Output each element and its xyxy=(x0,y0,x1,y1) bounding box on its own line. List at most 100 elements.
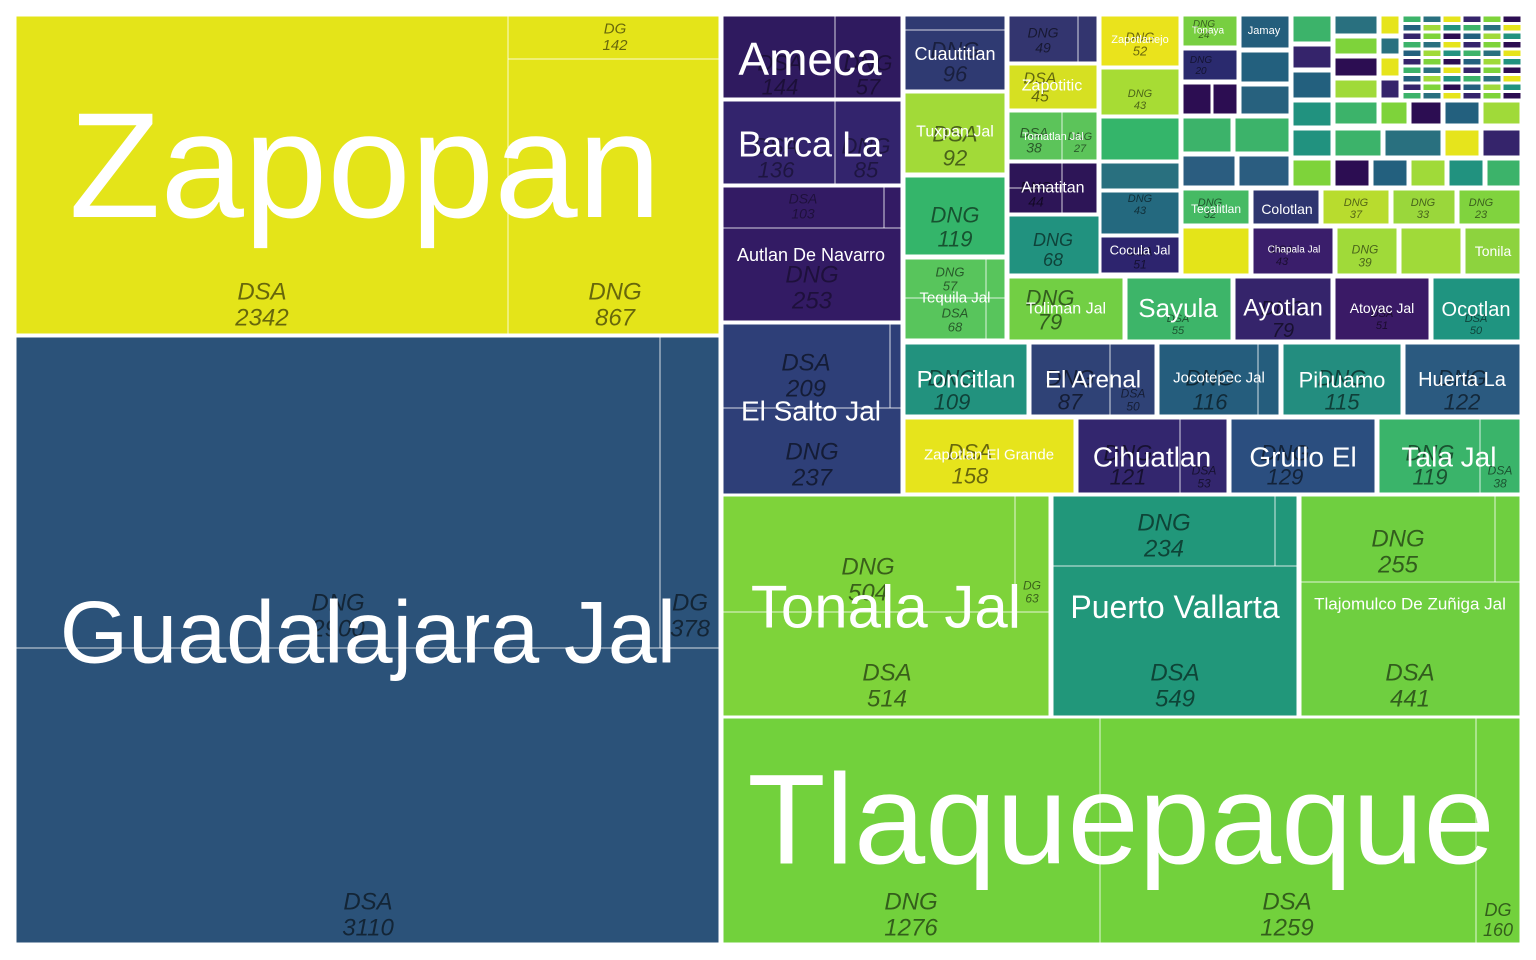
sub-label-name: DSA xyxy=(1121,386,1146,400)
tile-toliman-jal xyxy=(1006,275,1126,343)
tile-huerta-la xyxy=(1402,341,1523,418)
sub-label-name: DG xyxy=(1485,900,1512,920)
tile-mosaic xyxy=(1442,127,1482,159)
sub-label-name: DNG xyxy=(1027,24,1058,40)
tile-el-salto-jal xyxy=(720,321,904,497)
sub-label-value: 441 xyxy=(1390,686,1430,713)
tile-cihuatlan xyxy=(1075,416,1230,496)
sub-label-value: 1259 xyxy=(1260,915,1313,942)
group-label-zapopan: Zapopan xyxy=(69,81,661,249)
tile-mosaic xyxy=(1290,43,1334,71)
tile-cuautitlan xyxy=(902,13,1008,93)
sub-label-name: DNG xyxy=(1068,131,1093,143)
sub-label-layer: DSA2342DNG867DG142DSA3110DNG2900DG378DNG… xyxy=(234,19,1513,942)
sub-label-name: DNG xyxy=(1371,525,1424,552)
sub-label-name: DNG xyxy=(928,365,977,390)
tile-sayula xyxy=(1124,275,1234,343)
tile-tlaquepaque xyxy=(720,715,1523,946)
sub-label-value: 209 xyxy=(785,376,826,403)
tile-mosaic xyxy=(1290,99,1334,129)
sub-label-name: DNG xyxy=(1469,197,1494,209)
sub-label-name: DG xyxy=(1023,578,1041,592)
group-label-layer: Zapopan Guadalajara Jal Tlaquepaque Tonala … xyxy=(60,25,1512,892)
tile-unnamed xyxy=(902,174,1008,258)
tile-mosaic xyxy=(1290,157,1334,189)
sub-label-value: 119 xyxy=(1412,465,1447,490)
sub-label-name: DSA xyxy=(781,349,830,376)
tile-mosaic xyxy=(1378,13,1402,37)
tile-mosaic xyxy=(1332,35,1380,57)
sub-label-value: 39 xyxy=(1358,256,1372,270)
sub-label-name: DSA xyxy=(932,121,977,146)
tile-unnamed xyxy=(1098,115,1182,163)
sub-label-name: DSA xyxy=(942,305,969,320)
tile-unnamed xyxy=(1098,189,1182,237)
tile-mosaic xyxy=(1332,127,1384,159)
tile-mosaic xyxy=(1332,157,1372,189)
sub-label-value: 92 xyxy=(943,146,967,171)
sub-label-value: 103 xyxy=(791,206,815,222)
sub-label-name: DNG xyxy=(1190,55,1212,66)
tile-chapala-jal xyxy=(1250,225,1336,277)
tile-mosaic xyxy=(1290,13,1334,45)
tile-unnamed xyxy=(1320,187,1392,227)
sub-label-value: 53 xyxy=(1197,477,1211,491)
sub-label-name: DNG xyxy=(1033,230,1073,250)
sub-label-value: 142 xyxy=(602,37,628,54)
sub-label-name: DNG xyxy=(931,37,980,62)
tile-mosaic xyxy=(1332,99,1380,127)
group-label-amatitan: Amatitan xyxy=(1021,180,1084,197)
tile-mosaic xyxy=(1382,127,1444,159)
sub-label-name: DNG xyxy=(785,438,838,465)
sub-label-value: 79 xyxy=(1038,310,1062,335)
group-label-zapotitic: Zapotitic xyxy=(1022,78,1082,95)
tile-unnamed xyxy=(1232,115,1292,155)
sub-label-value: 158 xyxy=(952,464,989,489)
sub-label-value: 2900 xyxy=(310,616,365,643)
sub-label-value: 129 xyxy=(1267,465,1304,490)
sub-label-name: DNG xyxy=(1046,365,1095,390)
group-label-tlajomulco-de-zu-iga-jal: Tlajomulco De Zuñiga Jal xyxy=(1314,595,1506,614)
sub-label-name: DNG xyxy=(1318,365,1367,390)
sub-label-value: 27 xyxy=(1073,143,1087,155)
tile-mosaic xyxy=(1332,77,1380,101)
tile-poncitlan xyxy=(902,341,1030,418)
sub-label-value: 32 xyxy=(1204,209,1216,221)
tile-tomatlan-jal xyxy=(1006,109,1100,163)
sub-label-name: DNG xyxy=(884,888,937,915)
group-label-colotlan: Colotlan xyxy=(1261,201,1312,217)
sub-label-name: DNG xyxy=(1261,298,1305,320)
sub-label-value: 38 xyxy=(1493,477,1507,491)
sub-label-name: DNG xyxy=(1186,365,1235,390)
sub-label-name: DNG xyxy=(1344,197,1369,209)
sub-label-value: 51 xyxy=(1133,258,1146,272)
tile-tonaya xyxy=(1180,13,1240,49)
group-label-autlan-de-navarro: Autlan De Navarro xyxy=(737,245,885,265)
sub-label-name: DSA xyxy=(1262,888,1311,915)
sub-label-value: 3110 xyxy=(342,915,394,942)
tile-tuxpan-jal xyxy=(902,90,1008,176)
sub-label-name: DSA xyxy=(1192,463,1217,477)
tile-mosaic xyxy=(1290,127,1334,159)
tile-zapopan xyxy=(13,13,722,337)
group-label-tlaquepaque: Tlaquepaque xyxy=(747,749,1494,892)
sub-label-name: DNG xyxy=(1411,197,1436,209)
sub-label-value: 43 xyxy=(1276,256,1289,268)
tile-mosaic xyxy=(1484,157,1523,189)
group-label-puerto-vallarta: Puerto Vallarta xyxy=(1070,589,1280,625)
tile-unnamed xyxy=(1236,153,1292,189)
sub-label-value: 867 xyxy=(595,305,637,332)
tile-unnamed xyxy=(1456,187,1523,227)
sub-label-value: 109 xyxy=(934,390,971,415)
sub-label-name: DG xyxy=(604,20,627,37)
sub-label-name: DNG xyxy=(844,50,893,75)
sub-label-name: DNG xyxy=(1128,88,1153,100)
sub-label-value: 44 xyxy=(1028,194,1044,210)
sub-label-value: 85 xyxy=(854,158,879,183)
group-label-sayula: Sayula xyxy=(1138,293,1218,323)
tile-mosaic xyxy=(1480,127,1523,159)
sub-label-value: 49 xyxy=(1035,40,1051,56)
sub-label-value: 51 xyxy=(1376,320,1388,332)
tile-guadalajara-jal xyxy=(13,334,722,946)
